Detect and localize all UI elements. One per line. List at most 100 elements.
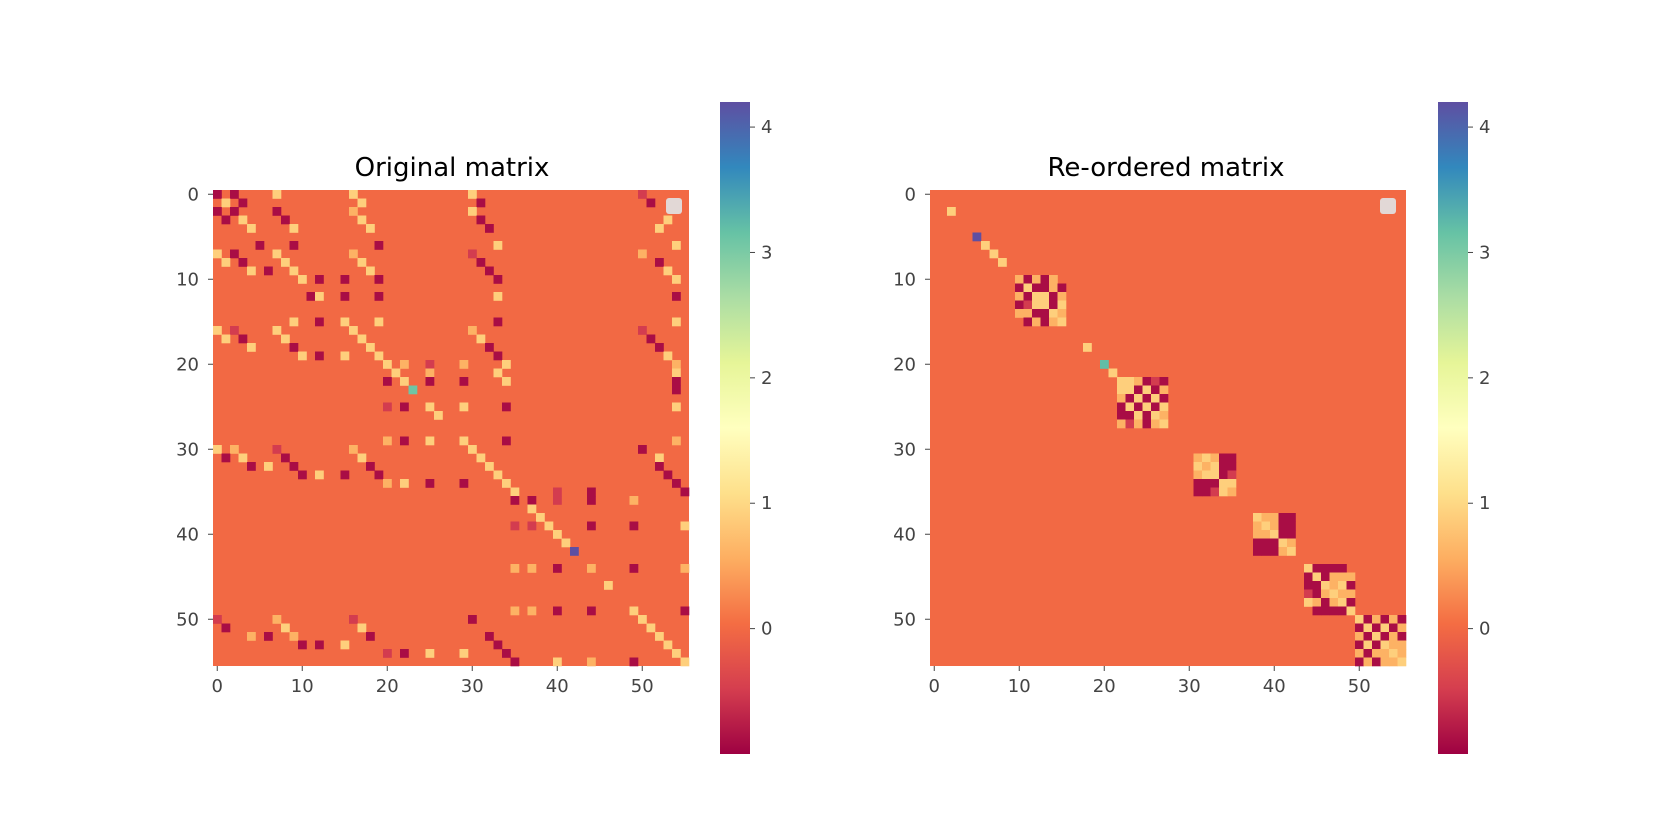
heatmap-cell xyxy=(1363,640,1373,650)
heatmap-cell xyxy=(672,292,681,301)
heatmap-cell xyxy=(383,436,392,446)
heatmap-cell xyxy=(425,649,435,658)
heatmap-cell xyxy=(238,198,248,208)
colorbar-gradient xyxy=(720,102,750,754)
heatmap-cell xyxy=(1389,657,1398,667)
heatmap-cell xyxy=(1329,598,1339,607)
heatmap-cell xyxy=(510,521,520,531)
heatmap-cell xyxy=(587,564,596,573)
heatmap-cell xyxy=(502,402,511,412)
heatmap-cell xyxy=(680,487,690,497)
heatmap-cell xyxy=(1134,377,1143,386)
heatmap-cell xyxy=(366,462,375,471)
heatmap-cell xyxy=(1397,632,1407,641)
heatmap-cell xyxy=(238,215,248,225)
heatmap-cell xyxy=(289,224,299,233)
colorbar-tick-label: 1 xyxy=(761,493,772,514)
heatmap-cell xyxy=(476,258,486,267)
heatmap-ticks-original: 0 10 20 30 40 50 0 10 20 30 40 50 xyxy=(176,184,654,697)
heatmap-cell xyxy=(1304,581,1313,590)
heatmap-cell xyxy=(553,657,562,667)
heatmap-cell xyxy=(510,496,520,505)
heatmap-cell xyxy=(1202,479,1211,488)
heatmap-cell xyxy=(510,606,520,616)
heatmap-cell xyxy=(672,402,681,412)
heatmap-cell xyxy=(357,258,367,267)
heatmap-cell xyxy=(672,649,681,658)
x-tick-label: 10 xyxy=(291,676,314,697)
heatmap-cell xyxy=(998,258,1007,267)
heatmap-cell xyxy=(272,207,282,216)
heatmap-cell xyxy=(1397,615,1407,624)
heatmap-cell xyxy=(1015,275,1024,284)
heatmap-cell xyxy=(1210,462,1220,471)
heatmap-cell xyxy=(1329,589,1339,599)
heatmap-cell xyxy=(1049,275,1058,284)
heatmap-cell xyxy=(1380,623,1390,633)
heatmap-cell xyxy=(434,411,443,420)
heatmap-cell xyxy=(459,649,469,658)
heatmap-cell xyxy=(1372,615,1381,624)
y-tick-label: 30 xyxy=(893,439,916,460)
y-tick-label: 20 xyxy=(176,354,199,375)
heatmap-cell xyxy=(1032,292,1041,301)
heatmap-cell xyxy=(1380,649,1390,658)
heatmap-cell xyxy=(459,377,469,386)
heatmap-cell xyxy=(1338,589,1347,599)
heatmap-cell xyxy=(553,496,562,505)
heatmap-cell xyxy=(1117,377,1126,386)
colorbar-tick-label: 0 xyxy=(761,619,772,640)
heatmap-cell xyxy=(281,453,290,463)
heatmap-cell xyxy=(357,215,367,225)
heatmap-cell xyxy=(1210,453,1220,463)
heatmap-cell xyxy=(1363,649,1373,658)
heatmap-cell xyxy=(213,190,222,199)
heatmap-cell xyxy=(247,224,256,233)
heatmap-cell xyxy=(1278,547,1288,556)
heatmap-cell xyxy=(1083,343,1092,352)
heatmap-cell xyxy=(349,615,358,624)
heatmap-cell xyxy=(502,436,511,446)
heatmap-cell xyxy=(1312,581,1322,590)
heatmap-cell xyxy=(1057,292,1067,301)
heatmap-cell xyxy=(349,326,358,335)
heatmap-cell xyxy=(1329,581,1339,590)
heatmap-cell xyxy=(493,241,503,250)
heatmap-cell xyxy=(289,343,299,352)
heatmap-cell xyxy=(408,385,418,395)
heatmap-cell xyxy=(1151,419,1160,429)
heatmap-cell xyxy=(1389,632,1398,641)
heatmap-cell xyxy=(230,207,239,216)
chart-title-reordered: Re-ordered matrix xyxy=(1047,153,1284,183)
heatmap-cell xyxy=(459,360,469,369)
heatmap-cell xyxy=(1312,572,1322,582)
heatmap-cell xyxy=(527,504,537,514)
heatmap-cell xyxy=(1134,402,1143,412)
heatmap-cell xyxy=(272,326,282,335)
heatmap-cell xyxy=(587,521,596,531)
heatmap-cell xyxy=(1287,538,1296,548)
heatmap-cell xyxy=(663,266,673,276)
heatmap-cell xyxy=(468,207,477,216)
heatmap-cell xyxy=(468,445,477,454)
heatmap-cell xyxy=(493,351,503,361)
heatmap-cell xyxy=(281,258,290,267)
heatmap-cell xyxy=(400,479,409,488)
heatmap-cell xyxy=(349,190,358,199)
heatmap-cell xyxy=(1338,598,1347,607)
heatmap-cell xyxy=(1304,589,1313,599)
heatmap-cell xyxy=(1346,589,1356,599)
heatmap-cell xyxy=(1219,453,1228,463)
heatmap-cell xyxy=(485,224,494,233)
heatmap-cell xyxy=(1040,309,1050,318)
heatmap-panel-reordered: Re-ordered matrix 0 10 20 30 40 50 0 10 20 30 40 50 xyxy=(893,153,1407,697)
heatmap-cell xyxy=(1287,547,1296,556)
heatmap-cells-original xyxy=(213,190,690,667)
heatmap-cell xyxy=(1380,657,1390,667)
heatmap-cell xyxy=(289,241,299,250)
heatmap-cell xyxy=(383,649,392,658)
heatmap-cell xyxy=(221,334,231,344)
heatmap-cell xyxy=(1355,615,1364,624)
heatmap-cell xyxy=(425,368,435,378)
heatmap-cell xyxy=(1397,623,1407,633)
